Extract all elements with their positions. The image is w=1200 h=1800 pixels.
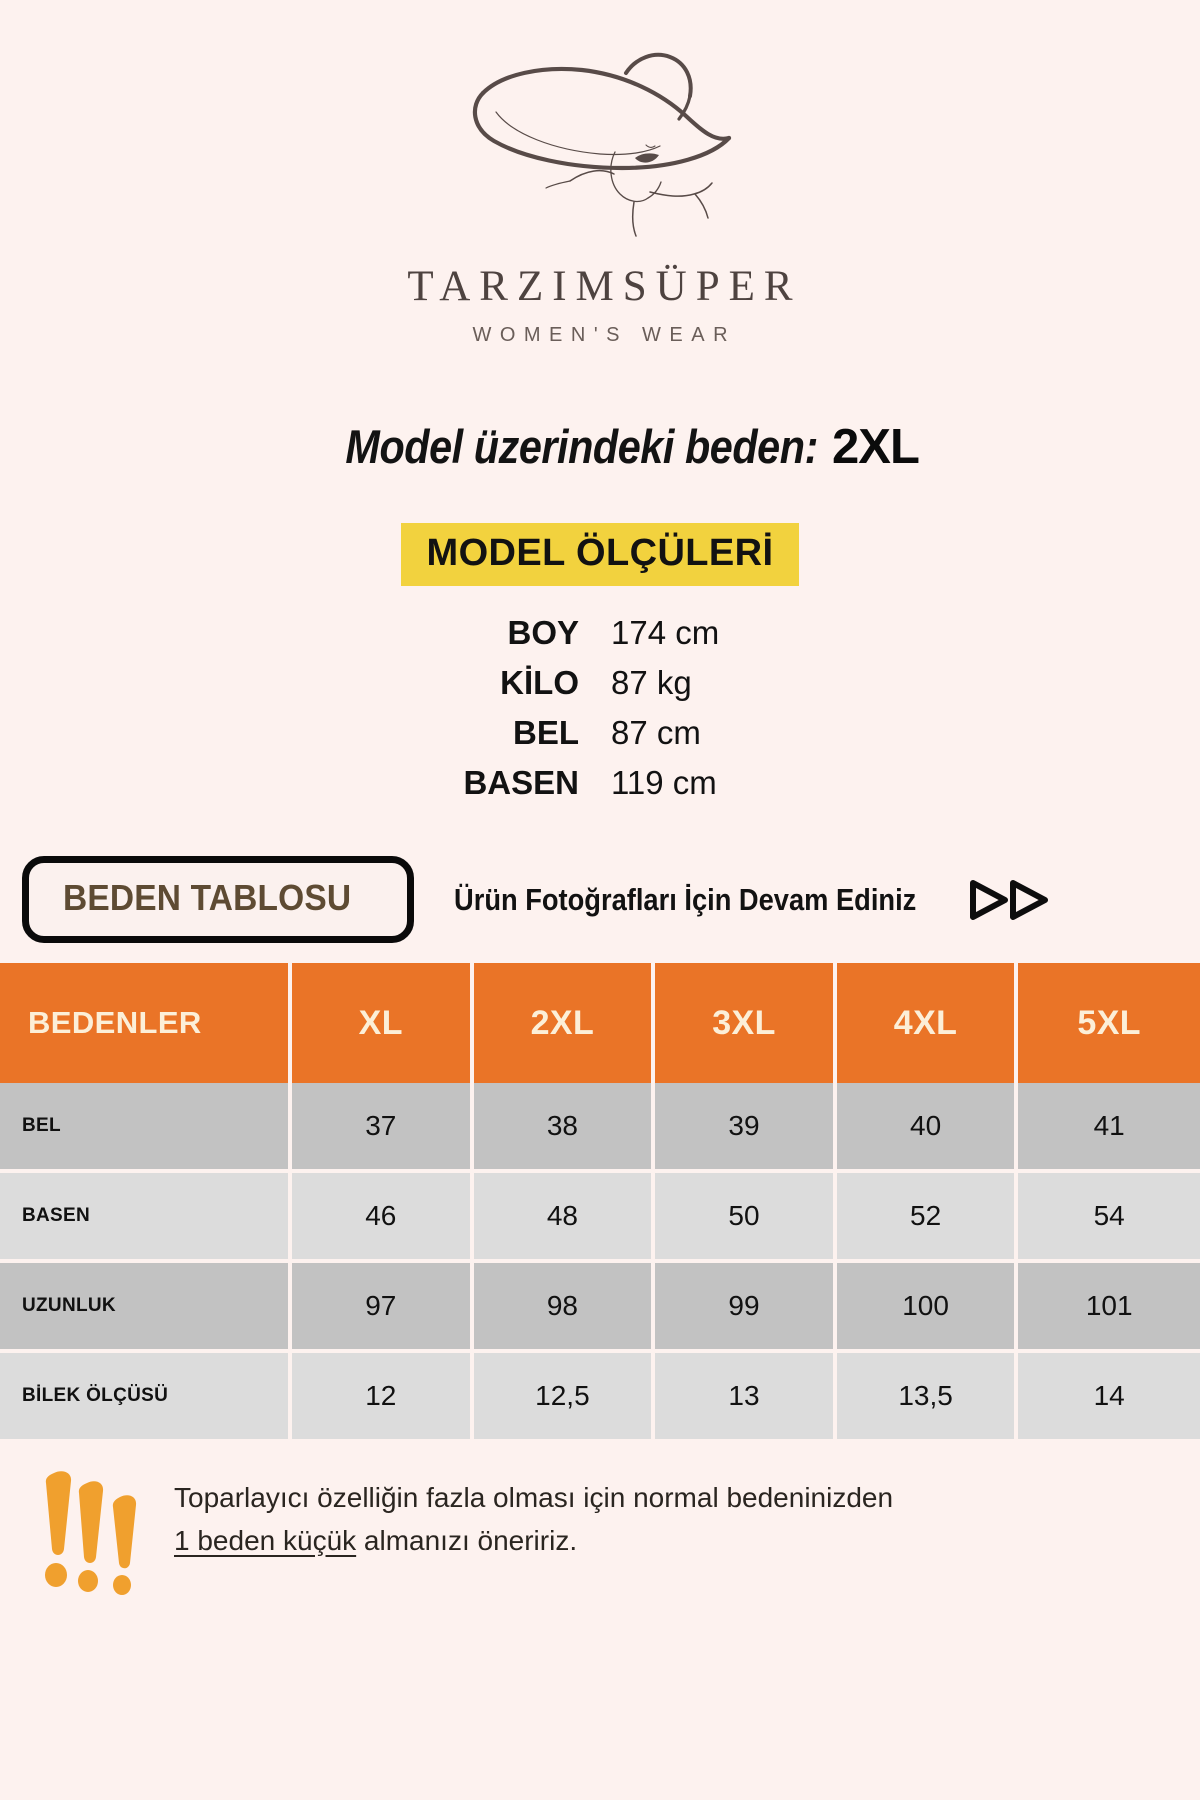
size-table-col-4xl: 4XL bbox=[836, 963, 1019, 1083]
measurement-key: BOY bbox=[507, 614, 579, 651]
cell-value: 38 bbox=[473, 1083, 656, 1173]
woman-with-hat-icon bbox=[450, 46, 750, 251]
model-measurements-block: MODEL ÖLÇÜLERİ BOY 174 cm KİLO 87 kg BEL… bbox=[0, 523, 1200, 802]
footer-advice-note: Toparlayıcı özelliğin fazla olması için … bbox=[0, 1465, 1200, 1595]
size-table-head: BEDENLER XL 2XL 3XL 4XL 5XL bbox=[0, 963, 1200, 1083]
table-row: BEL 37 38 39 40 41 bbox=[0, 1083, 1200, 1173]
table-row: BASEN 46 48 50 52 54 bbox=[0, 1173, 1200, 1263]
size-table-col-3xl: 3XL bbox=[655, 963, 837, 1083]
cell-value: 40 bbox=[836, 1083, 1019, 1173]
model-size-headline: Model üzerindeki beden: 2XL bbox=[0, 419, 1200, 475]
cell-value: 39 bbox=[655, 1083, 837, 1173]
cell-value: 12,5 bbox=[473, 1353, 656, 1443]
footer-advice-text: Toparlayıcı özelliğin fazla olması için … bbox=[174, 1465, 893, 1562]
size-table-col-2xl: 2XL bbox=[473, 963, 656, 1083]
triple-exclamation-icon bbox=[42, 1467, 152, 1595]
cell-value: 13,5 bbox=[836, 1353, 1019, 1443]
cell-value: 13 bbox=[655, 1353, 837, 1443]
size-table-col-xl: XL bbox=[292, 963, 474, 1083]
cell-value: 50 bbox=[655, 1173, 837, 1263]
model-size-value: 2XL bbox=[832, 420, 920, 474]
continue-for-photos-text: Ürün Fotoğrafları İçin Devam Ediniz bbox=[453, 881, 917, 917]
measurement-value: 87 kg bbox=[611, 664, 692, 701]
footer-advice-rest: almanızı öneririz. bbox=[356, 1524, 578, 1556]
double-forward-arrow-icon bbox=[967, 878, 1053, 922]
beden-tablosu-button[interactable]: BEDEN TABLOSU bbox=[22, 856, 414, 943]
model-measurements-title: MODEL ÖLÇÜLERİ bbox=[400, 523, 800, 586]
cell-value: 52 bbox=[836, 1173, 1019, 1263]
size-table-body: BEL 37 38 39 40 41 BASEN 46 48 50 52 54 … bbox=[0, 1083, 1200, 1443]
beden-tablosu-label: BEDEN TABLOSU bbox=[63, 877, 352, 918]
cell-value: 54 bbox=[1018, 1173, 1200, 1263]
brand-wordmark: TARZIMSÜPER bbox=[407, 263, 802, 310]
cell-value: 97 bbox=[292, 1263, 474, 1353]
size-table-cta-row: BEDEN TABLOSU Ürün Fotoğrafları İçin Dev… bbox=[0, 856, 1200, 943]
measurement-key: KİLO bbox=[500, 664, 579, 701]
model-measurements-title-wrap: MODEL ÖLÇÜLERİ bbox=[0, 523, 1200, 586]
cell-value: 14 bbox=[1018, 1353, 1200, 1443]
row-label: BASEN bbox=[0, 1173, 292, 1263]
cell-value: 101 bbox=[1018, 1263, 1200, 1353]
size-table: BEDENLER XL 2XL 3XL 4XL 5XL BEL 37 38 39… bbox=[0, 963, 1200, 1443]
cell-value: 12 bbox=[292, 1353, 474, 1443]
size-table-col-bedenler: BEDENLER bbox=[0, 963, 292, 1083]
footer-advice-line-2: 1 beden küçük almanızı öneririz. bbox=[174, 1520, 893, 1563]
measurement-key: BASEN bbox=[463, 764, 579, 801]
cell-value: 48 bbox=[473, 1173, 656, 1263]
measurement-value: 119 cm bbox=[611, 764, 717, 801]
size-table-header-row: BEDENLER XL 2XL 3XL 4XL 5XL bbox=[0, 963, 1200, 1083]
row-label: BİLEK ÖLÇÜSÜ bbox=[0, 1353, 292, 1443]
cell-value: 98 bbox=[473, 1263, 656, 1353]
footer-advice-line-1: Toparlayıcı özelliğin fazla olması için … bbox=[174, 1482, 894, 1513]
continue-for-photos-note: Ürün Fotoğrafları İçin Devam Ediniz bbox=[454, 878, 1182, 922]
row-label: UZUNLUK bbox=[0, 1263, 292, 1353]
size-table-col-5xl: 5XL bbox=[1018, 963, 1200, 1083]
cell-value: 46 bbox=[292, 1173, 474, 1263]
footer-advice-underlined: 1 beden küçük bbox=[174, 1524, 357, 1556]
measurement-value: 87 cm bbox=[611, 714, 701, 751]
cell-value: 100 bbox=[836, 1263, 1019, 1353]
cell-value: 37 bbox=[292, 1083, 474, 1173]
measurement-key: BEL bbox=[513, 714, 579, 751]
measurement-value: 174 cm bbox=[611, 614, 720, 651]
table-row: BİLEK ÖLÇÜSÜ 12 12,5 13 13,5 14 bbox=[0, 1353, 1200, 1443]
cell-value: 41 bbox=[1018, 1083, 1200, 1173]
brand-subtitle: WOMEN'S WEAR bbox=[472, 324, 737, 346]
brand-logo-block: TARZIMSÜPER WOMEN'S WEAR bbox=[0, 46, 1200, 345]
cell-value: 99 bbox=[655, 1263, 837, 1353]
model-measurements-list: BOY 174 cm KİLO 87 kg BEL 87 cm BASEN 11… bbox=[399, 614, 801, 802]
row-label: BEL bbox=[0, 1083, 292, 1173]
model-size-label: Model üzerindeki beden: bbox=[345, 420, 819, 473]
table-row: UZUNLUK 97 98 99 100 101 bbox=[0, 1263, 1200, 1353]
